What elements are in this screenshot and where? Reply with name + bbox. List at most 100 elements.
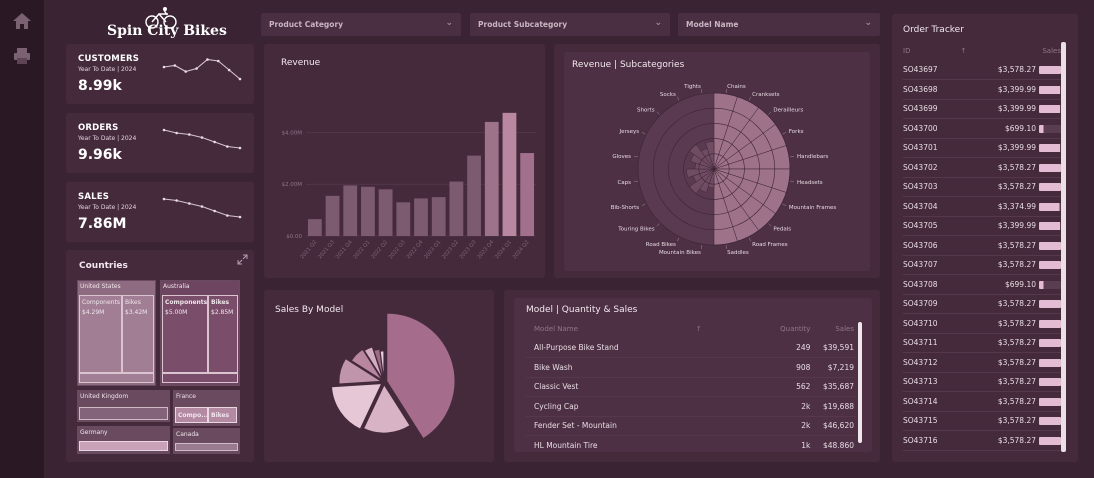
order-tracker-scrollbar[interactable] xyxy=(1061,42,1066,452)
order-sales-databar xyxy=(1039,66,1061,74)
pie-slice[interactable] xyxy=(350,348,383,381)
pie-slice[interactable] xyxy=(386,312,456,440)
order-sales-cell: $3,578.27 xyxy=(982,372,1061,392)
radial-segment[interactable] xyxy=(686,168,715,178)
sparkline-point xyxy=(188,133,191,136)
treemap-france[interactable]: France Compo... Bikes xyxy=(173,390,240,426)
table-row[interactable]: SO43698 $3,399.99 xyxy=(903,79,1061,100)
model-table-scrollbar[interactable] xyxy=(858,322,862,443)
table-row[interactable]: SO43707 $3,578.27 xyxy=(903,255,1061,275)
revenue-bar[interactable] xyxy=(396,202,411,236)
sales-cell: $19,688 xyxy=(810,396,856,417)
treemap-label: Australia xyxy=(163,283,190,290)
revenue-bar[interactable] xyxy=(467,155,481,236)
x-tick-label: 2023 Q3 xyxy=(459,239,478,260)
table-row[interactable]: SO43702 $3,578.27 xyxy=(903,157,1061,178)
revenue-bar[interactable] xyxy=(449,181,464,236)
pie-slice[interactable] xyxy=(331,383,383,430)
kpi-title: CUSTOMERS xyxy=(78,54,140,64)
label-leader xyxy=(748,96,751,101)
printer-icon[interactable] xyxy=(12,46,32,66)
label-leader xyxy=(701,88,703,93)
x-tick-label: 2021 Q2 xyxy=(299,239,318,260)
table-row[interactable]: SO43714 $3,578.27 xyxy=(903,391,1061,412)
table-row[interactable]: Cycling Cap 2k $19,688 xyxy=(526,396,856,417)
expand-icon[interactable] xyxy=(237,254,248,265)
table-row[interactable]: SO43703 $3,578.27 xyxy=(903,177,1061,197)
revenue-bar[interactable] xyxy=(431,197,446,236)
order-sales-cell: $3,578.27 xyxy=(982,60,1061,80)
filter-product-subcategory[interactable]: Product Subcategory ⌄ xyxy=(470,13,670,36)
table-row[interactable]: SO43701 $3,399.99 xyxy=(903,138,1061,158)
revenue-bar[interactable] xyxy=(325,195,340,236)
table-row[interactable]: SO43715 $3,578.27 xyxy=(903,411,1061,431)
order-sales-value: $3,578.27 xyxy=(997,357,1036,367)
revenue-bar[interactable] xyxy=(343,185,358,236)
table-row[interactable]: SO43713 $3,578.27 xyxy=(903,372,1061,392)
model-name-cell: Classic Vest xyxy=(526,377,769,397)
table-row[interactable]: SO43699 $3,399.99 xyxy=(903,99,1061,119)
revenue-bar[interactable] xyxy=(378,189,393,236)
table-row[interactable]: All-Purpose Bike Stand 249 $39,591 xyxy=(526,338,856,358)
pie-slice[interactable] xyxy=(338,358,383,385)
order-sales-value: $3,578.27 xyxy=(997,240,1036,250)
table-row[interactable]: Fender Set - Mountain 2k $46,620 xyxy=(526,416,856,436)
table-row[interactable]: Bike Wash 908 $7,219 xyxy=(526,357,856,378)
treemap-australia[interactable]: Australia Components $5.00M Bikes $2.85M xyxy=(160,280,240,386)
treemap-uk[interactable]: United Kingdom xyxy=(77,390,170,422)
table-row[interactable]: SO43706 $3,578.27 xyxy=(903,235,1061,256)
order-sales-value: $3,578.27 xyxy=(997,416,1036,426)
order-sales-value: $3,578.27 xyxy=(997,338,1036,348)
sparkline-point xyxy=(226,145,229,148)
order-sales-cell: $3,374.99 xyxy=(982,196,1061,217)
quantity-cell: 908 xyxy=(768,357,811,378)
revenue-bar[interactable] xyxy=(414,198,428,236)
chevron-down-icon: ⌄ xyxy=(654,18,662,28)
revenue-bar[interactable] xyxy=(484,121,499,236)
label-leader xyxy=(725,88,727,93)
treemap-germany[interactable]: Germany xyxy=(77,426,170,454)
pie-slice[interactable] xyxy=(363,384,411,434)
revenue-bar[interactable] xyxy=(502,112,517,236)
treemap-canada[interactable]: Canada xyxy=(173,428,240,454)
column-header-model[interactable]: Model Name ↑ xyxy=(534,325,702,333)
pie-slice[interactable] xyxy=(363,346,384,380)
table-row[interactable]: SO43700 $699.10 xyxy=(903,118,1061,139)
revenue-bar[interactable] xyxy=(361,186,375,236)
table-row[interactable]: SO43709 $3,578.27 xyxy=(903,294,1061,314)
home-icon[interactable] xyxy=(12,11,32,31)
x-tick-label: 2022 Q4 xyxy=(406,239,425,260)
table-row[interactable]: SO43716 $3,578.27 xyxy=(903,430,1061,451)
table-row[interactable]: SO43708 $699.10 xyxy=(903,274,1061,295)
radial-segment[interactable] xyxy=(705,141,715,170)
table-row[interactable]: SO43710 $3,578.27 xyxy=(903,313,1061,334)
table-row[interactable]: SO43704 $3,374.99 xyxy=(903,196,1061,217)
sparkline-point xyxy=(238,146,242,150)
treemap-us[interactable]: United States Components $4.29M Bikes $3.4… xyxy=(77,280,156,386)
table-row[interactable]: HL Mountain Tire 1k $48,860 xyxy=(526,435,856,448)
table-row[interactable]: Classic Vest 562 $35,687 xyxy=(526,377,856,397)
table-row[interactable]: SO43711 $3,578.27 xyxy=(903,333,1061,353)
order-id-cell: SO43713 xyxy=(903,372,983,392)
column-header-quantity[interactable]: Quantity xyxy=(780,325,811,333)
revenue-bar[interactable] xyxy=(520,153,535,236)
pie-slice[interactable] xyxy=(373,348,384,380)
filter-product-category[interactable]: Product Category ⌄ xyxy=(261,13,461,36)
table-row[interactable]: SO43705 $3,399.99 xyxy=(903,216,1061,236)
x-tick-label: 2022 Q2 xyxy=(370,239,389,260)
kpi-card-customers: CUSTOMERS Year To Date | 2024 8.99k xyxy=(66,44,254,104)
sparkline-point xyxy=(216,59,220,63)
column-header-id[interactable]: ID ↑ xyxy=(903,47,967,55)
column-header-sales[interactable]: Sales xyxy=(835,325,854,333)
order-sales-value: $3,399.99 xyxy=(997,84,1036,94)
countries-title: Countries xyxy=(79,261,128,271)
order-sales-cell: $699.10 xyxy=(982,118,1061,139)
revenue-bar[interactable] xyxy=(307,219,322,236)
pie-slice[interactable] xyxy=(379,350,385,380)
table-row[interactable]: SO43697 $3,578.27 xyxy=(903,60,1061,80)
column-header-sales[interactable]: Sales xyxy=(1042,47,1061,55)
sparkline-point xyxy=(173,64,177,67)
filter-model-name[interactable]: Model Name ⌄ xyxy=(678,13,880,36)
order-sales-databar xyxy=(1039,397,1061,406)
table-row[interactable]: SO43712 $3,578.27 xyxy=(903,352,1061,373)
